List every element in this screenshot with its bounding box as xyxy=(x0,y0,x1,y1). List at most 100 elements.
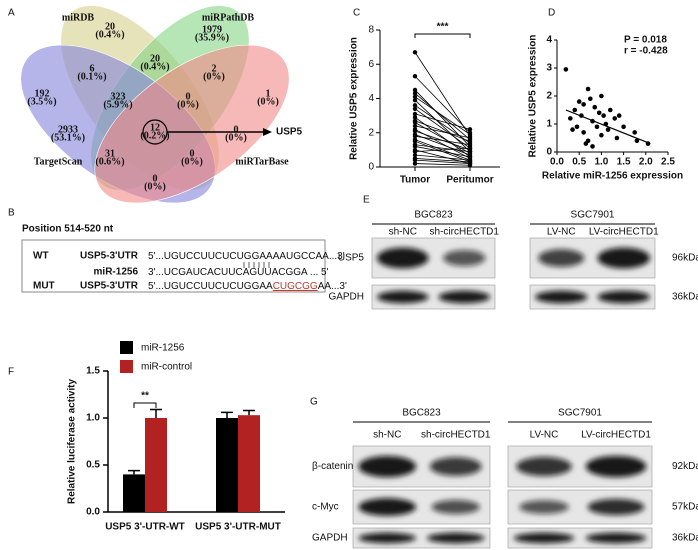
point xyxy=(621,124,626,130)
venn-count: 0 xyxy=(190,148,195,159)
venn-percent: (0%) xyxy=(225,132,247,143)
alignment-title: Position 514-520 nt xyxy=(22,224,114,235)
x-tick-label: Peritumor xyxy=(446,175,493,186)
protein-label: c-Myc xyxy=(312,502,339,513)
point xyxy=(585,138,591,144)
sequence-part: 3'...UCGAUCACUUCAGUUACGGA ... 5' xyxy=(148,267,329,278)
significance-bracket xyxy=(414,33,471,38)
row-name: miR-1256 xyxy=(94,267,139,278)
y-tick-label: 0.0 xyxy=(86,507,100,518)
point xyxy=(412,87,418,93)
significance-bracket xyxy=(133,402,157,408)
blot-band xyxy=(585,532,647,544)
size-label: 57kDa xyxy=(672,502,698,513)
size-label: 92kDa xyxy=(672,461,698,472)
point xyxy=(412,149,418,154)
venn-percent: (0%) xyxy=(257,96,279,107)
y-tick-label: 0.5 xyxy=(86,460,100,471)
pair-line xyxy=(414,135,471,146)
point xyxy=(581,130,586,135)
blot-band xyxy=(538,249,585,267)
point xyxy=(467,163,473,168)
pair-line xyxy=(414,146,471,158)
venn-percent: (0%) xyxy=(144,181,166,192)
legend-label: miR-control xyxy=(141,362,192,373)
point xyxy=(467,127,473,132)
blot-band xyxy=(587,498,645,516)
point xyxy=(590,144,595,149)
x-tick-label: 0.5 xyxy=(572,157,586,168)
pair-line xyxy=(414,108,471,149)
blot-band xyxy=(358,455,417,478)
bar xyxy=(238,415,260,512)
y-tick-label: 8 xyxy=(368,25,374,36)
y-axis-label: Relative USP5 expression xyxy=(349,37,360,160)
point xyxy=(467,135,473,141)
y-tick-label: 1 xyxy=(546,119,552,130)
point xyxy=(588,96,593,102)
venn-percent: (0%) xyxy=(177,99,199,110)
lane-label: sh-NC xyxy=(389,227,417,238)
blot-band xyxy=(358,532,417,544)
bar xyxy=(145,418,167,512)
point xyxy=(467,154,473,159)
y-tick-label: 2 xyxy=(368,127,374,138)
point xyxy=(585,86,591,92)
point xyxy=(616,113,622,118)
blot-band xyxy=(597,290,650,304)
point xyxy=(412,157,418,163)
protein-label: β-catenin xyxy=(312,461,353,472)
pairing-lines xyxy=(243,262,270,268)
y-tick-label: 1.5 xyxy=(86,366,100,377)
point xyxy=(599,132,604,138)
pair-line xyxy=(414,163,471,166)
pair-line xyxy=(414,158,471,163)
blot-band xyxy=(358,498,417,516)
point xyxy=(576,99,582,104)
venn-count: 20 xyxy=(105,21,115,32)
panel-label: D xyxy=(548,8,555,19)
point xyxy=(594,124,600,130)
y-tick-label: 4 xyxy=(368,93,374,104)
pair-line xyxy=(414,75,471,134)
x-tick-label: 1.5 xyxy=(617,157,631,168)
point xyxy=(412,144,418,149)
venn-count: 323 xyxy=(111,91,126,102)
venn-count: 2 xyxy=(212,63,217,74)
blot-band xyxy=(597,247,650,269)
blot-band xyxy=(429,457,482,476)
lane-label: LV-NC xyxy=(530,430,559,441)
venn-count: 20 xyxy=(150,53,160,64)
lane-label: sh-circHECTD1 xyxy=(430,227,500,238)
y-tick-label: 6 xyxy=(368,59,374,70)
point xyxy=(467,142,473,147)
panel-label: A xyxy=(8,8,15,19)
venn-percent: (0%) xyxy=(181,156,203,167)
venn-percent: (0%) xyxy=(203,71,225,82)
point xyxy=(412,123,418,129)
y-tick-label: 2 xyxy=(546,91,552,102)
venn-count: 0 xyxy=(186,91,191,102)
blot-band xyxy=(585,455,647,478)
x-tick-label: 2.5 xyxy=(661,157,675,168)
protein-label: USP5 xyxy=(338,253,365,264)
pair-line xyxy=(414,52,471,137)
venn-count: 6 xyxy=(90,63,95,74)
sequence: 5'...UGUCCUUCUCUGGAAAAUGCCAA...3' xyxy=(148,251,345,262)
lane-label: LV-circHECTD1 xyxy=(589,227,659,238)
point xyxy=(568,116,573,121)
point xyxy=(574,124,580,130)
cell-line: BGC823 xyxy=(414,210,453,221)
pair-line xyxy=(414,147,471,152)
point xyxy=(467,139,473,144)
blot-band xyxy=(535,290,588,304)
point xyxy=(467,132,473,137)
venn-percent: (0.6%) xyxy=(95,156,124,167)
pair-line xyxy=(414,159,471,164)
pair-line xyxy=(414,125,471,139)
point xyxy=(412,115,418,120)
error-bar xyxy=(221,411,233,418)
blot-band xyxy=(516,456,572,477)
error-bar xyxy=(243,409,255,416)
